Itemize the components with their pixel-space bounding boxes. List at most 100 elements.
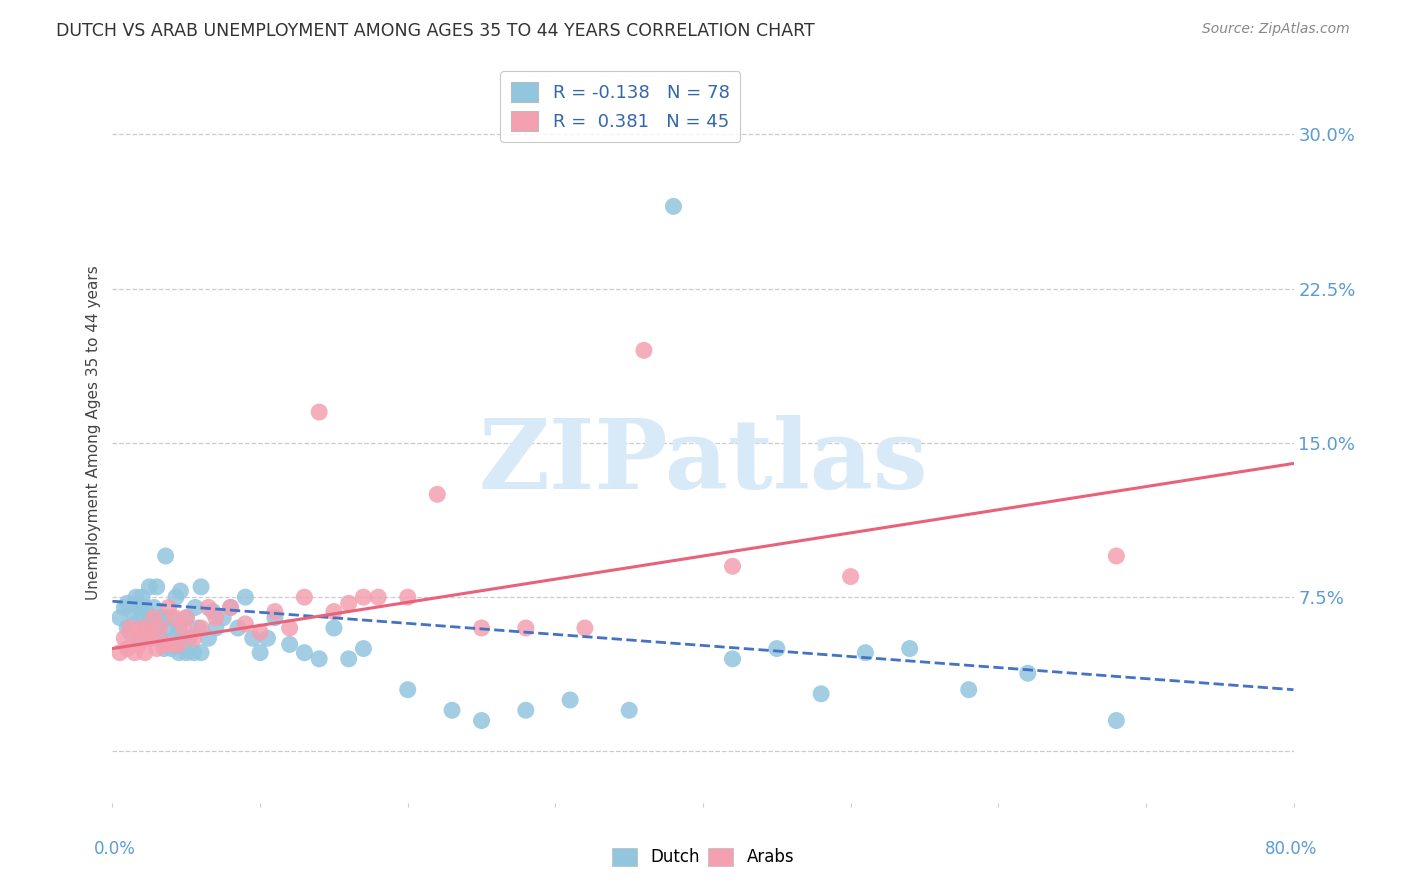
Point	[292, 590, 315, 604]
Point	[183, 646, 205, 660]
Point	[278, 621, 301, 635]
Point	[179, 632, 201, 646]
Point	[128, 600, 150, 615]
Point	[233, 616, 256, 631]
Point	[205, 621, 228, 635]
Point	[1105, 549, 1128, 563]
Point	[146, 632, 169, 646]
Point	[139, 621, 162, 635]
Point	[149, 621, 172, 635]
Point	[662, 199, 685, 213]
Point	[219, 600, 242, 615]
Text: 80.0%: 80.0%	[1264, 840, 1317, 858]
Point	[131, 621, 153, 635]
Point	[165, 590, 187, 604]
Point	[138, 580, 160, 594]
Text: 0.0%: 0.0%	[94, 840, 136, 858]
Point	[124, 646, 146, 660]
Point	[142, 600, 165, 615]
Point	[150, 611, 173, 625]
Point	[117, 596, 138, 610]
Point	[721, 652, 744, 666]
Text: ZIPatlas: ZIPatlas	[478, 416, 928, 509]
Point	[160, 641, 183, 656]
Point	[201, 605, 224, 619]
Point	[167, 621, 190, 635]
Point	[264, 605, 287, 619]
Point	[108, 646, 131, 660]
Point	[256, 632, 278, 646]
Point	[120, 621, 142, 635]
Point	[172, 632, 194, 646]
Point	[323, 605, 346, 619]
Point	[264, 611, 287, 625]
Point	[249, 646, 271, 660]
Point	[146, 621, 169, 635]
Point	[558, 693, 582, 707]
Point	[134, 600, 156, 615]
Point	[470, 621, 494, 635]
Point	[149, 632, 172, 646]
Point	[153, 637, 176, 651]
Point	[153, 611, 176, 625]
Point	[619, 703, 641, 717]
Point	[323, 621, 346, 635]
Point	[138, 625, 160, 640]
Point	[155, 549, 177, 563]
Point	[367, 590, 389, 604]
Point	[197, 600, 219, 615]
Point	[839, 569, 862, 583]
Point	[146, 641, 169, 656]
Point	[134, 646, 156, 660]
Point	[125, 625, 148, 640]
Point	[515, 703, 537, 717]
Point	[160, 611, 183, 625]
Point	[337, 652, 360, 666]
Point	[172, 621, 194, 635]
Point	[1017, 666, 1039, 681]
Point	[721, 559, 744, 574]
Point	[396, 682, 419, 697]
Point	[184, 600, 207, 615]
Point	[190, 580, 212, 594]
Point	[163, 611, 186, 625]
Point	[352, 590, 374, 604]
Point	[138, 611, 160, 625]
Point	[574, 621, 596, 635]
Point	[242, 632, 264, 646]
Point	[174, 611, 197, 625]
Point	[124, 616, 146, 631]
Point	[1105, 714, 1128, 728]
Point	[190, 646, 212, 660]
Y-axis label: Unemployment Among Ages 35 to 44 years: Unemployment Among Ages 35 to 44 years	[86, 265, 101, 600]
Point	[117, 621, 138, 635]
Point	[183, 632, 205, 646]
Point	[187, 621, 209, 635]
Point	[131, 621, 153, 635]
Point	[146, 580, 169, 594]
Point	[157, 621, 180, 635]
Point	[128, 632, 150, 646]
Point	[212, 611, 235, 625]
Point	[108, 611, 131, 625]
Point	[308, 405, 330, 419]
Point	[174, 611, 197, 625]
Point	[112, 632, 135, 646]
Point	[855, 646, 877, 660]
Point	[205, 611, 228, 625]
Point	[898, 641, 921, 656]
Point	[174, 646, 197, 660]
Point	[122, 605, 145, 619]
Point	[134, 632, 156, 646]
Point	[337, 596, 360, 610]
Point	[163, 632, 186, 646]
Point	[157, 600, 180, 615]
Point	[249, 625, 271, 640]
Point	[292, 646, 315, 660]
Text: DUTCH VS ARAB UNEMPLOYMENT AMONG AGES 35 TO 44 YEARS CORRELATION CHART: DUTCH VS ARAB UNEMPLOYMENT AMONG AGES 35…	[56, 22, 815, 40]
Point	[167, 646, 190, 660]
Point	[128, 637, 150, 651]
Point	[766, 641, 789, 656]
Point	[219, 600, 242, 615]
Point	[131, 611, 153, 625]
